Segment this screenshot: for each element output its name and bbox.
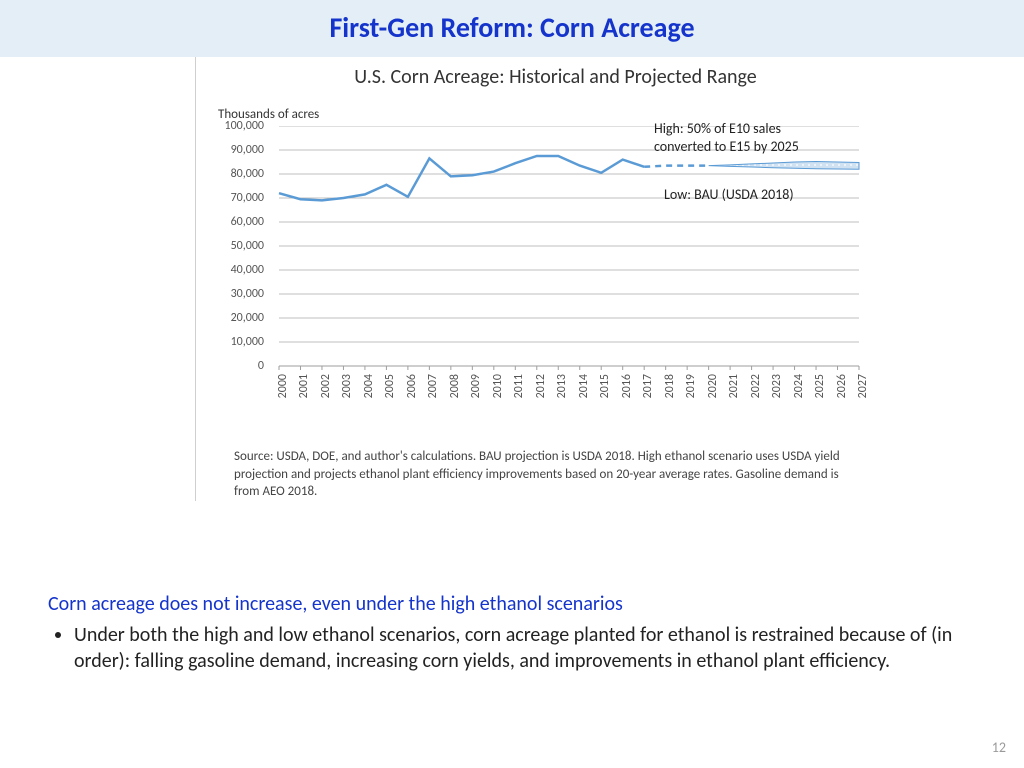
ytick-label: 40,000	[209, 263, 264, 277]
xtick-label: 2021	[727, 374, 741, 398]
xtick-label: 2014	[577, 374, 591, 398]
xtick-label: 2022	[749, 374, 763, 398]
xtick-label: 2003	[340, 374, 354, 398]
xtick-label: 2018	[663, 374, 677, 398]
xtick-label: 2010	[491, 374, 505, 398]
ytick-label: 80,000	[209, 167, 264, 181]
xtick-label: 2019	[684, 374, 698, 398]
xtick-label: 2012	[534, 374, 548, 398]
ytick-label: 100,000	[209, 119, 264, 133]
bullet-item: Under both the high and low ethanol scen…	[74, 622, 976, 674]
slide-title-bar: First-Gen Reform: Corn Acreage	[0, 0, 1024, 57]
ytick-label: 10,000	[209, 335, 264, 349]
xtick-label: 2013	[555, 374, 569, 398]
ytick-label: 70,000	[209, 191, 264, 205]
xtick-label: 2016	[620, 374, 634, 398]
chart-plot-area: High: 50% of E10 sales converted to E15 …	[224, 126, 864, 396]
xtick-label: 2005	[383, 374, 397, 398]
chart-source-note: Source: USDA, DOE, and author's calculat…	[234, 448, 849, 501]
xtick-label: 2025	[813, 374, 827, 398]
xtick-label: 2023	[770, 374, 784, 398]
xtick-label: 2004	[362, 374, 376, 398]
ytick-label: 60,000	[209, 215, 264, 229]
xtick-label: 2006	[405, 374, 419, 398]
xtick-label: 2011	[512, 374, 526, 398]
xtick-label: 2017	[641, 374, 655, 398]
bullet-list: Under both the high and low ethanol scen…	[74, 622, 976, 674]
xtick-label: 2024	[792, 374, 806, 398]
ytick-label: 20,000	[209, 311, 264, 325]
xtick-label: 2009	[469, 374, 483, 398]
takeaway-heading: Corn acreage does not increase, even und…	[48, 592, 976, 616]
xtick-label: 2020	[706, 374, 720, 398]
xtick-label: 2015	[598, 374, 612, 398]
ytick-label: 50,000	[209, 239, 264, 253]
xtick-label: 2002	[319, 374, 333, 398]
xtick-label: 2027	[856, 374, 870, 398]
slide-title: First-Gen Reform: Corn Acreage	[0, 10, 1024, 45]
ytick-label: 30,000	[209, 287, 264, 301]
slide-body: Corn acreage does not increase, even und…	[48, 592, 976, 674]
chart-container: U.S. Corn Acreage: Historical and Projec…	[195, 57, 895, 501]
xtick-label: 2007	[426, 374, 440, 398]
ytick-label: 90,000	[209, 143, 264, 157]
chart-title: U.S. Corn Acreage: Historical and Projec…	[216, 65, 895, 89]
ytick-label: 0	[209, 359, 264, 373]
xtick-label: 2001	[297, 374, 311, 398]
annotation-low: Low: BAU (USDA 2018)	[664, 186, 794, 204]
xtick-label: 2026	[835, 374, 849, 398]
xtick-label: 2000	[276, 374, 290, 398]
annotation-high: High: 50% of E10 sales converted to E15 …	[654, 120, 839, 155]
xtick-label: 2008	[448, 374, 462, 398]
chart-svg	[224, 126, 864, 416]
page-number: 12	[992, 739, 1006, 756]
